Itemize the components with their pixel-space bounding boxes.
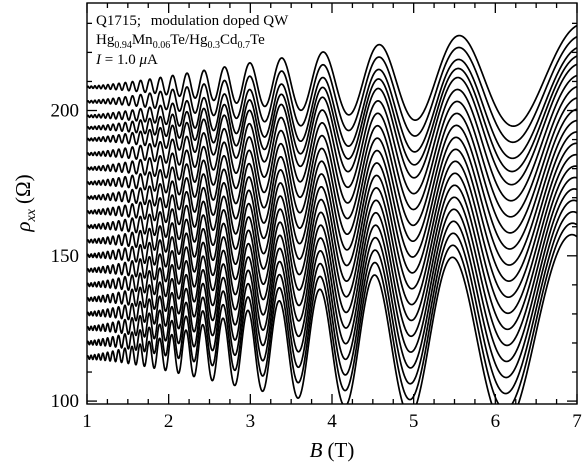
series-line-19 [87, 35, 577, 144]
series-line-8 [87, 153, 577, 315]
series-line-13 [87, 97, 577, 234]
annotation-line-2: Hg0.94Mn0.06Te/Hg0.3Cd0.7Te [96, 32, 265, 51]
ticks-group [86, 3, 578, 404]
series-line-1 [87, 233, 577, 404]
x-tick-label: 3 [246, 411, 256, 432]
series-line-12 [87, 108, 577, 250]
series-line-5 [87, 188, 577, 363]
y-tick-label: 200 [51, 101, 80, 122]
series-line-14 [87, 85, 577, 218]
series-line-11 [87, 119, 577, 266]
x-axis-title: B (T) [310, 438, 355, 462]
series-line-3 [87, 210, 577, 395]
series-line-7 [87, 165, 577, 331]
series-line-15 [87, 74, 577, 202]
series-line-20 [87, 24, 577, 128]
annotation-block: Q1715; modulation doped QW Hg0.94Mn0.06T… [95, 13, 289, 68]
series-line-9 [87, 142, 577, 299]
y-axis-title: ρxx(Ω) [11, 174, 39, 232]
series-line-16 [87, 63, 577, 186]
x-tick-label: 1 [82, 411, 92, 432]
x-tick-label: 6 [491, 411, 501, 432]
series-line-4 [87, 199, 577, 379]
x-tick-label: 7 [572, 411, 582, 432]
y-tick-label: 100 [51, 391, 80, 412]
series-line-6 [87, 176, 577, 347]
y-tick-label: 150 [51, 246, 80, 267]
curves-group [87, 24, 577, 404]
series-line-10 [87, 131, 577, 282]
annotation-line-3: I = 1.0 μA [95, 52, 158, 68]
series-line-18 [87, 47, 577, 160]
tick-labels-group: 1 2 3 4 5 6 7 100 150 200 [51, 101, 582, 432]
x-tick-label: 4 [327, 411, 337, 432]
x-tick-label: 2 [164, 411, 174, 432]
annotation-line-1: Q1715; modulation doped QW [96, 13, 289, 29]
x-tick-label: 5 [409, 411, 419, 432]
series-line-17 [87, 55, 577, 173]
